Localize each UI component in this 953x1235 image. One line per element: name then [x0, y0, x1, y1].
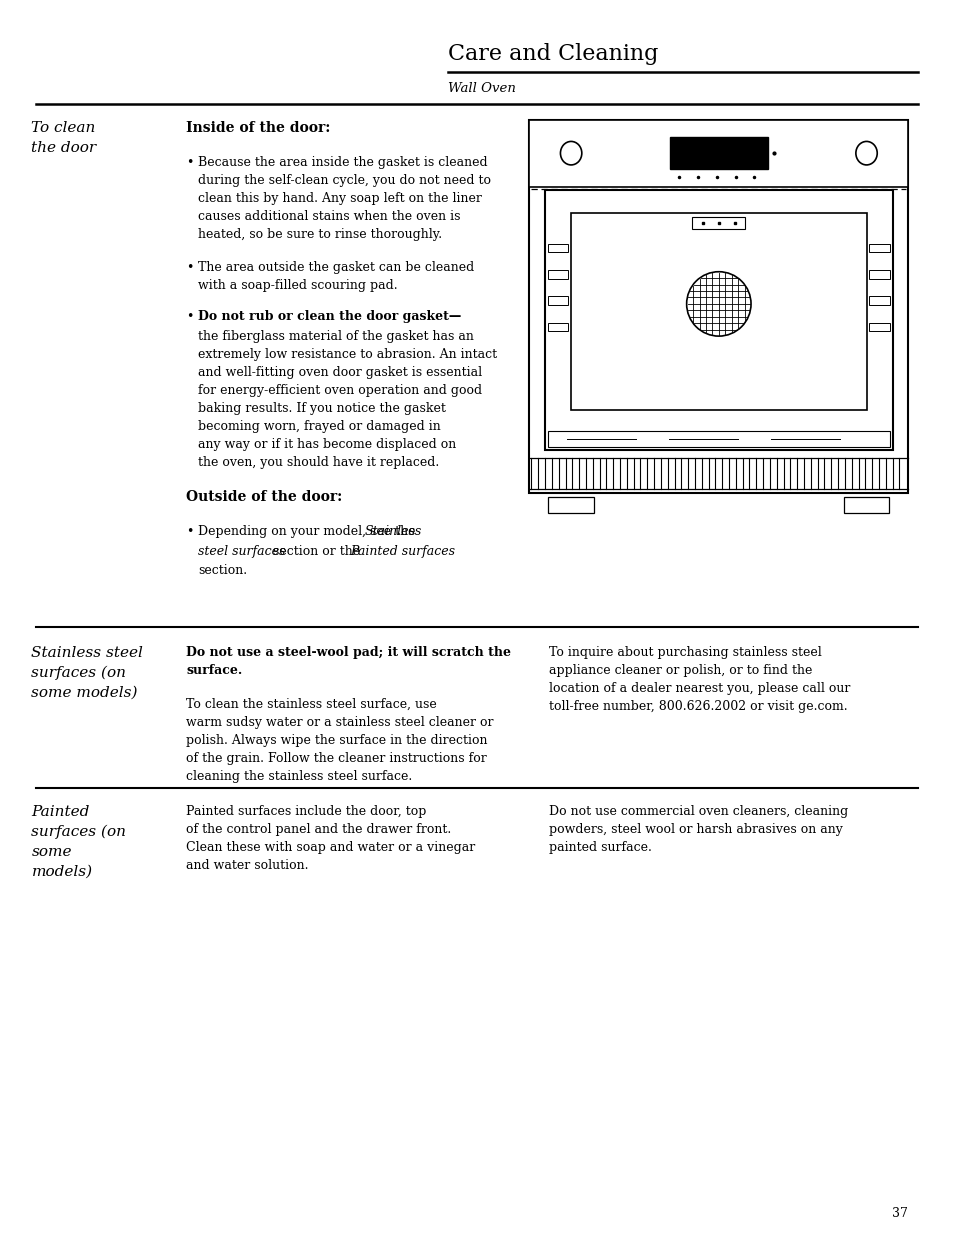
- Text: Stainless steel
surfaces (on
some models): Stainless steel surfaces (on some models…: [31, 646, 143, 699]
- Bar: [547, 270, 568, 279]
- Bar: [868, 296, 889, 305]
- Text: section or the: section or the: [269, 545, 364, 558]
- Bar: [571, 214, 865, 410]
- Text: Care and Cleaning: Care and Cleaning: [448, 43, 659, 65]
- Text: To inquire about purchasing stainless steel
appliance cleaner or polish, or to f: To inquire about purchasing stainless st…: [548, 646, 849, 713]
- Text: Wall Oven: Wall Oven: [448, 82, 516, 95]
- Bar: [547, 296, 568, 305]
- Bar: [547, 431, 889, 447]
- Text: steel surfaces: steel surfaces: [198, 545, 286, 558]
- Text: Depending on your model, see the: Depending on your model, see the: [198, 525, 419, 538]
- Bar: [669, 137, 767, 169]
- Bar: [547, 243, 568, 252]
- Text: To clean
the door: To clean the door: [31, 121, 96, 154]
- Text: Inside of the door:: Inside of the door:: [186, 121, 330, 135]
- Ellipse shape: [559, 142, 581, 165]
- Bar: [529, 120, 907, 493]
- Text: Do not use commercial oven cleaners, cleaning
powders, steel wool or harsh abras: Do not use commercial oven cleaners, cle…: [548, 805, 847, 855]
- Text: To clean the stainless steel surface, use
warm sudsy water or a stainless steel : To clean the stainless steel surface, us…: [186, 698, 493, 783]
- Text: the fiberglass material of the gasket has an
extremely low resistance to abrasio: the fiberglass material of the gasket ha…: [198, 330, 497, 469]
- Text: •: •: [186, 156, 193, 169]
- Text: Outside of the door:: Outside of the door:: [186, 490, 342, 504]
- Ellipse shape: [855, 142, 877, 165]
- Text: Painted surfaces: Painted surfaces: [350, 545, 455, 558]
- Bar: [843, 496, 888, 513]
- Text: Painted
surfaces (on
some
models): Painted surfaces (on some models): [31, 805, 127, 878]
- Text: The area outside the gasket can be cleaned
with a soap-filled scouring pad.: The area outside the gasket can be clean…: [198, 261, 475, 291]
- Text: section.: section.: [198, 564, 247, 578]
- Bar: [692, 217, 744, 228]
- Text: Stainless: Stainless: [365, 525, 422, 538]
- Bar: [868, 243, 889, 252]
- Text: •: •: [186, 261, 193, 274]
- Text: •: •: [186, 310, 193, 324]
- Text: •: •: [186, 525, 193, 538]
- Text: Painted surfaces include the door, top
of the control panel and the drawer front: Painted surfaces include the door, top o…: [186, 805, 475, 872]
- Bar: [529, 120, 907, 186]
- Text: Do not rub or clean the door gasket—: Do not rub or clean the door gasket—: [198, 310, 461, 324]
- Bar: [868, 270, 889, 279]
- Text: Do not use a steel-wool pad; it will scratch the
surface.: Do not use a steel-wool pad; it will scr…: [186, 646, 511, 677]
- Text: Because the area inside the gasket is cleaned
during the self-clean cycle, you d: Because the area inside the gasket is cl…: [198, 156, 491, 241]
- Text: 37: 37: [891, 1207, 907, 1220]
- Bar: [548, 496, 593, 513]
- Bar: [547, 322, 568, 331]
- Bar: [544, 189, 892, 450]
- Circle shape: [686, 272, 750, 336]
- Bar: [868, 322, 889, 331]
